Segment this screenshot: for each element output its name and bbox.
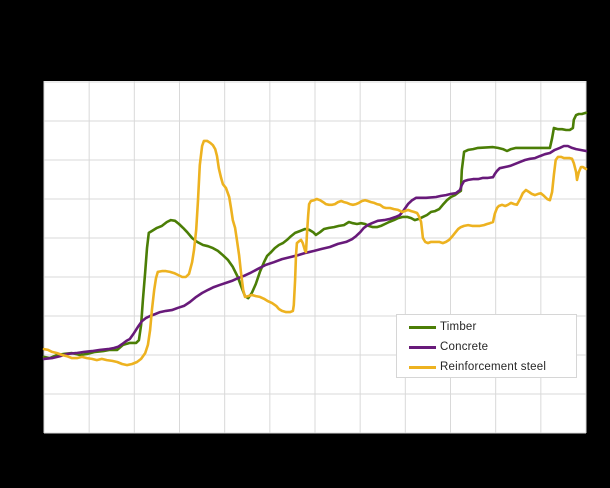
legend-item-timber[interactable]: Timber bbox=[397, 317, 576, 337]
legend-label-reinforcement-steel: Reinforcement steel bbox=[440, 361, 547, 373]
series-line-timber bbox=[42, 111, 588, 360]
legend: Timber Concrete Reinforcement steel bbox=[396, 314, 577, 378]
timber-line-swatch-icon bbox=[409, 325, 436, 329]
legend-label-timber: Timber bbox=[440, 321, 477, 333]
reinforcement-steel-line-swatch-icon bbox=[409, 365, 436, 369]
concrete-line-swatch-icon bbox=[409, 345, 436, 349]
series-line-reinforcement-steel bbox=[42, 139, 588, 367]
legend-label-concrete: Concrete bbox=[440, 341, 489, 353]
legend-item-reinforcement-steel[interactable]: Reinforcement steel bbox=[397, 357, 576, 377]
series-line-concrete bbox=[42, 144, 588, 361]
legend-item-concrete[interactable]: Concrete bbox=[397, 337, 576, 357]
